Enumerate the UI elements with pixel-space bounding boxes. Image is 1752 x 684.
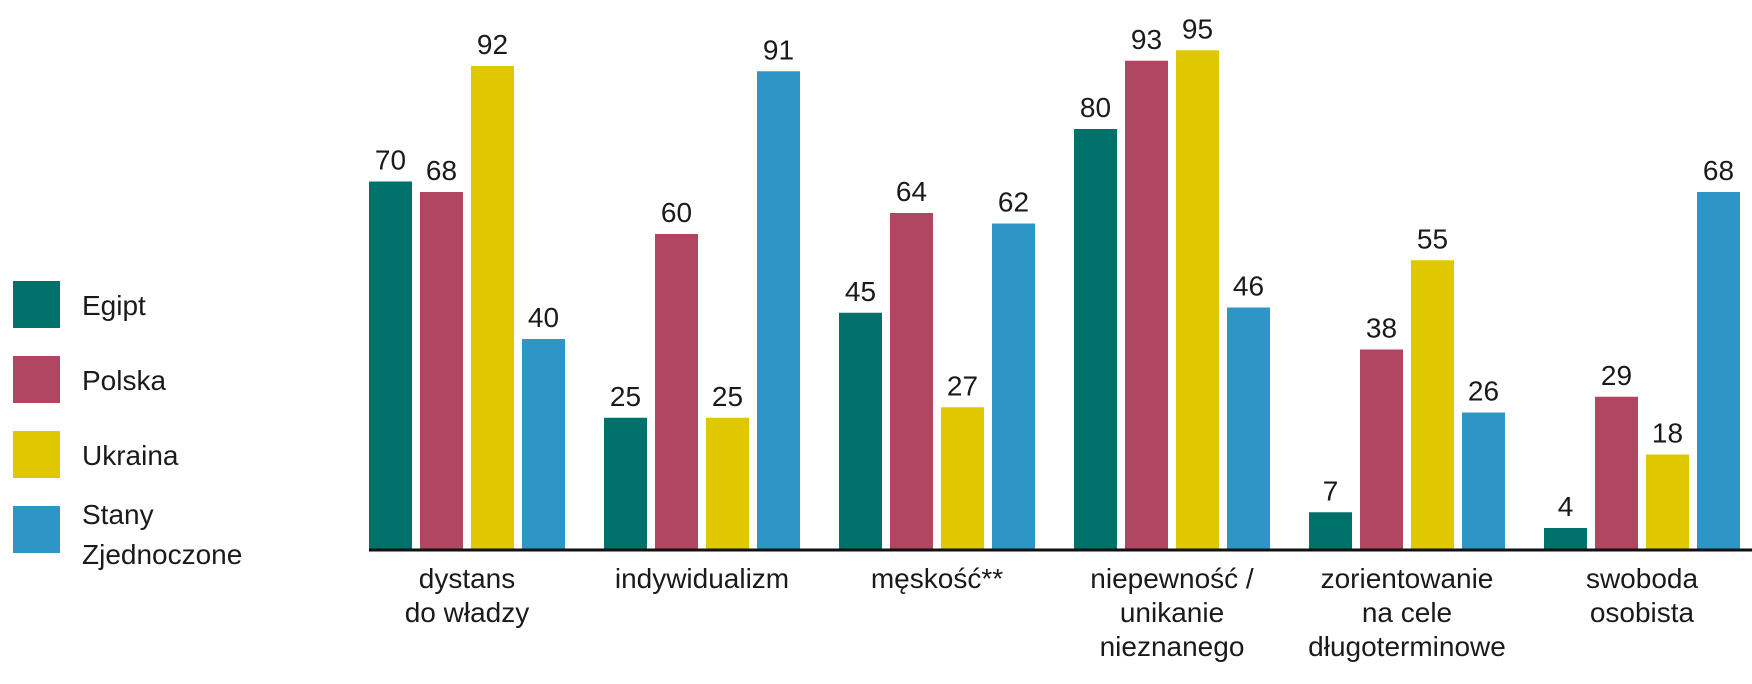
data-label: 68	[426, 155, 457, 186]
legend-swatch	[13, 356, 60, 403]
text-line: Stany	[82, 499, 154, 530]
legend: Egipt Polska Ukraina Stany Zjednoczone	[13, 281, 242, 570]
bar	[655, 234, 698, 549]
bar	[522, 339, 565, 549]
bar	[941, 407, 984, 549]
legend-label: Polska	[82, 365, 166, 396]
bar	[890, 213, 933, 549]
bar	[1176, 50, 1219, 549]
text-line: do władzy	[405, 597, 530, 628]
data-label: 45	[845, 276, 876, 307]
text-line: niepewność /	[1090, 563, 1254, 594]
data-label: 29	[1601, 360, 1632, 391]
data-label: 62	[998, 187, 1029, 218]
bar	[1074, 129, 1117, 549]
data-label: 46	[1233, 271, 1264, 302]
bar	[1595, 396, 1638, 549]
data-label: 80	[1080, 92, 1111, 123]
legend-swatch	[13, 281, 60, 328]
bar	[1411, 260, 1454, 549]
x-tick-label: męskość**	[871, 563, 1003, 594]
text-line: unikanie	[1120, 597, 1224, 628]
bar	[1227, 307, 1270, 549]
data-label: 26	[1468, 376, 1499, 407]
data-label: 70	[375, 145, 406, 176]
text-line: nieznanego	[1100, 631, 1245, 662]
bar	[420, 192, 463, 549]
legend-swatch	[13, 506, 60, 553]
text-line: dystans	[419, 563, 516, 594]
legend-item: Polska	[13, 356, 166, 403]
text-line: Zjednoczone	[82, 539, 242, 570]
data-label: 64	[896, 176, 927, 207]
data-label: 27	[947, 370, 978, 401]
category-labels: dystans do władzy indywidualizm męskość** ni…	[405, 563, 1699, 662]
legend-label: Egipt	[82, 290, 146, 321]
bar	[1646, 454, 1689, 549]
x-tick-label: indywidualizm	[615, 563, 789, 594]
data-label: 60	[661, 197, 692, 228]
text-line: długoterminowe	[1308, 631, 1506, 662]
x-tick-label: dystans do władzy	[405, 563, 530, 628]
x-tick-label: swoboda osobista	[1586, 563, 1699, 628]
bar	[757, 71, 800, 549]
bar	[1309, 512, 1352, 549]
data-label: 18	[1652, 418, 1683, 449]
bar	[1360, 349, 1403, 549]
legend-label: Ukraina	[82, 440, 179, 471]
data-label: 40	[528, 302, 559, 333]
bar	[839, 312, 882, 549]
legend-swatch	[13, 431, 60, 478]
data-label: 25	[610, 381, 641, 412]
legend-label: Stany Zjednoczone	[82, 499, 242, 570]
bar	[1697, 192, 1740, 549]
x-tick-label: niepewność / unikanie nieznanego	[1090, 563, 1254, 662]
bar	[706, 417, 749, 549]
x-tick-label: zorientowanie na cele długoterminowe	[1308, 563, 1506, 662]
data-label: 92	[477, 29, 508, 60]
data-label: 68	[1703, 155, 1734, 186]
text-line: osobista	[1590, 597, 1695, 628]
data-label: 95	[1182, 13, 1213, 44]
data-label: 91	[763, 34, 794, 65]
legend-item: Stany Zjednoczone	[13, 499, 242, 570]
bar	[992, 223, 1035, 549]
legend-item: Ukraina	[13, 431, 179, 478]
text-line: zorientowanie	[1321, 563, 1494, 594]
bars	[369, 50, 1740, 549]
bar	[604, 417, 647, 549]
bar	[1462, 412, 1505, 549]
data-label: 55	[1417, 223, 1448, 254]
bar	[471, 66, 514, 549]
text-line: na cele	[1362, 597, 1452, 628]
data-label: 4	[1558, 491, 1574, 522]
bar	[1125, 60, 1168, 549]
data-label: 38	[1366, 313, 1397, 344]
value-labels: 70 68 92 40 25 60 25 91 45 64 27 62 80 93 95 46 7 38 55 26 4…	[375, 13, 1734, 522]
data-label: 25	[712, 381, 743, 412]
text-line: swoboda	[1586, 563, 1699, 594]
data-label: 93	[1131, 24, 1162, 55]
legend-item: Egipt	[13, 281, 146, 328]
bar	[369, 181, 412, 549]
bar	[1544, 528, 1587, 549]
data-label: 7	[1323, 475, 1339, 506]
